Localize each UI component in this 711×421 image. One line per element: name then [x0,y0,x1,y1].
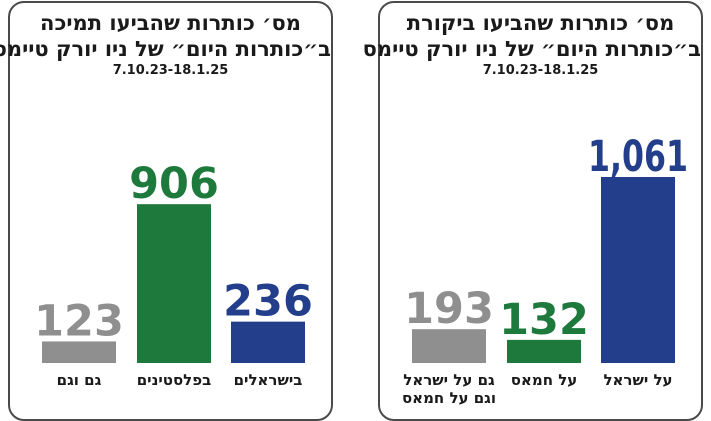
bar [601,177,675,363]
category-label: גם וגם [57,371,102,389]
category-label: גם על ישראל וגם על חמאס [402,371,496,407]
chart-title: מס׳ כותרות שהביעו ביקורת [406,11,675,35]
category-label: על חמאס [511,371,578,389]
bar [231,321,305,363]
bar [42,341,116,363]
bar [507,339,581,363]
criticism-chart-panel: מס׳ כותרות שהביעו ביקורת ב״כותרות היום״ … [362,1,703,421]
data-label: 1,061 [588,132,688,182]
data-label: 906 [129,159,219,209]
category-label: על ישראל [603,371,672,389]
data-label: 132 [499,295,589,345]
chart-title: מס׳ כותרות שהביעו תמיכה [40,11,301,35]
data-label: 236 [223,277,313,327]
bar [137,204,211,363]
data-label: 193 [404,284,494,334]
support-bar-chart: 123 גם וגם 906 בפלסטינים 236 בישראלים [34,159,313,389]
bar [412,329,486,363]
chart-subtitle: ב״כותרות היום״ של ניו יורק טיימס [0,37,331,61]
date-range: 7.10.23-18.1.25 [112,63,229,78]
data-label: 123 [34,296,124,346]
chart-subtitle: ב״כותרות היום״ של ניו יורק טיימס [362,37,701,61]
category-label: בפלסטינים [137,371,212,389]
date-range: 7.10.23-18.1.25 [482,63,599,78]
category-label: בישראלים [234,371,303,389]
support-chart-panel: מס׳ כותרות שהביעו תמיכה ב״כותרות היום״ ש… [0,1,333,421]
